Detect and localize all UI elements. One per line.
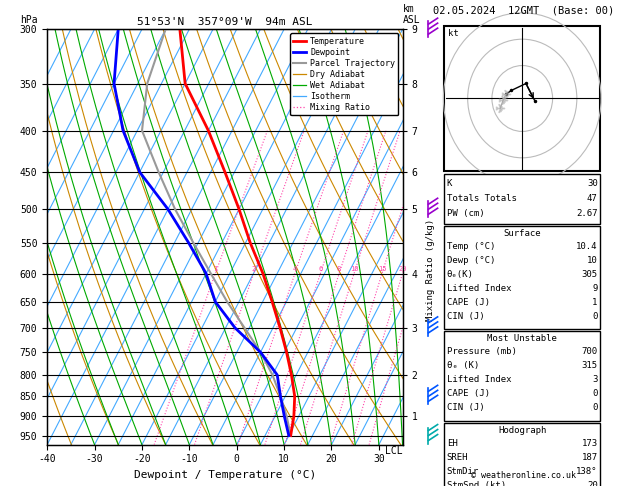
Text: StmDir: StmDir	[447, 467, 479, 476]
Text: 0: 0	[593, 312, 598, 321]
Text: 8: 8	[337, 266, 342, 272]
Bar	[444, 26, 601, 171]
Text: 6: 6	[318, 266, 323, 272]
Text: 20: 20	[398, 266, 407, 272]
Text: θₑ(K): θₑ(K)	[447, 270, 474, 279]
Text: 2.67: 2.67	[576, 209, 598, 218]
Text: km
ASL: km ASL	[403, 4, 420, 25]
Title: 51°53'N  357°09'W  94m ASL: 51°53'N 357°09'W 94m ASL	[137, 17, 313, 27]
Bar	[444, 423, 601, 486]
Text: 10: 10	[350, 266, 359, 272]
Text: CAPE (J): CAPE (J)	[447, 389, 490, 398]
Text: 187: 187	[582, 453, 598, 462]
Text: Surface: Surface	[503, 229, 541, 238]
Text: Lifted Index: Lifted Index	[447, 284, 511, 293]
Text: hPa: hPa	[21, 15, 38, 25]
Text: Hodograph: Hodograph	[498, 426, 547, 435]
Text: 30: 30	[587, 179, 598, 188]
Text: 9: 9	[593, 284, 598, 293]
Text: Pressure (mb): Pressure (mb)	[447, 347, 516, 356]
Text: PW (cm): PW (cm)	[447, 209, 484, 218]
Text: Dewp (°C): Dewp (°C)	[447, 256, 495, 265]
Text: 0: 0	[593, 403, 598, 412]
Text: © weatheronline.co.uk: © weatheronline.co.uk	[470, 471, 576, 480]
Legend: Temperature, Dewpoint, Parcel Trajectory, Dry Adiabat, Wet Adiabat, Isotherm, Mi: Temperature, Dewpoint, Parcel Trajectory…	[290, 34, 398, 116]
Text: StmSpd (kt): StmSpd (kt)	[447, 481, 506, 486]
Text: 138°: 138°	[576, 467, 598, 476]
Text: 4: 4	[292, 266, 297, 272]
Text: 2: 2	[252, 266, 256, 272]
Text: 15: 15	[378, 266, 386, 272]
Bar	[444, 174, 601, 224]
Text: K: K	[447, 179, 452, 188]
Text: 1: 1	[593, 298, 598, 307]
Text: 173: 173	[582, 439, 598, 448]
Text: 02.05.2024  12GMT  (Base: 00): 02.05.2024 12GMT (Base: 00)	[433, 6, 614, 16]
Bar	[444, 331, 601, 421]
Text: 700: 700	[582, 347, 598, 356]
Text: Mixing Ratio (g/kg): Mixing Ratio (g/kg)	[426, 219, 435, 321]
Text: kt: kt	[448, 29, 459, 38]
Text: CAPE (J): CAPE (J)	[447, 298, 490, 307]
Text: 315: 315	[582, 361, 598, 370]
Text: LCL: LCL	[385, 446, 403, 455]
Text: CIN (J): CIN (J)	[447, 403, 484, 412]
Text: EH: EH	[447, 439, 457, 448]
Text: 47: 47	[587, 194, 598, 203]
Text: Temp (°C): Temp (°C)	[447, 242, 495, 251]
Text: 0: 0	[593, 389, 598, 398]
Text: 3: 3	[593, 375, 598, 384]
X-axis label: Dewpoint / Temperature (°C): Dewpoint / Temperature (°C)	[134, 470, 316, 480]
Text: θₑ (K): θₑ (K)	[447, 361, 479, 370]
Text: 1: 1	[213, 266, 218, 272]
Text: Most Unstable: Most Unstable	[487, 334, 557, 343]
Text: 10: 10	[587, 256, 598, 265]
Bar	[444, 226, 601, 329]
Text: 305: 305	[582, 270, 598, 279]
Text: SREH: SREH	[447, 453, 469, 462]
Text: Totals Totals: Totals Totals	[447, 194, 516, 203]
Text: CIN (J): CIN (J)	[447, 312, 484, 321]
Text: 10.4: 10.4	[576, 242, 598, 251]
Text: 20: 20	[587, 481, 598, 486]
Text: Lifted Index: Lifted Index	[447, 375, 511, 384]
